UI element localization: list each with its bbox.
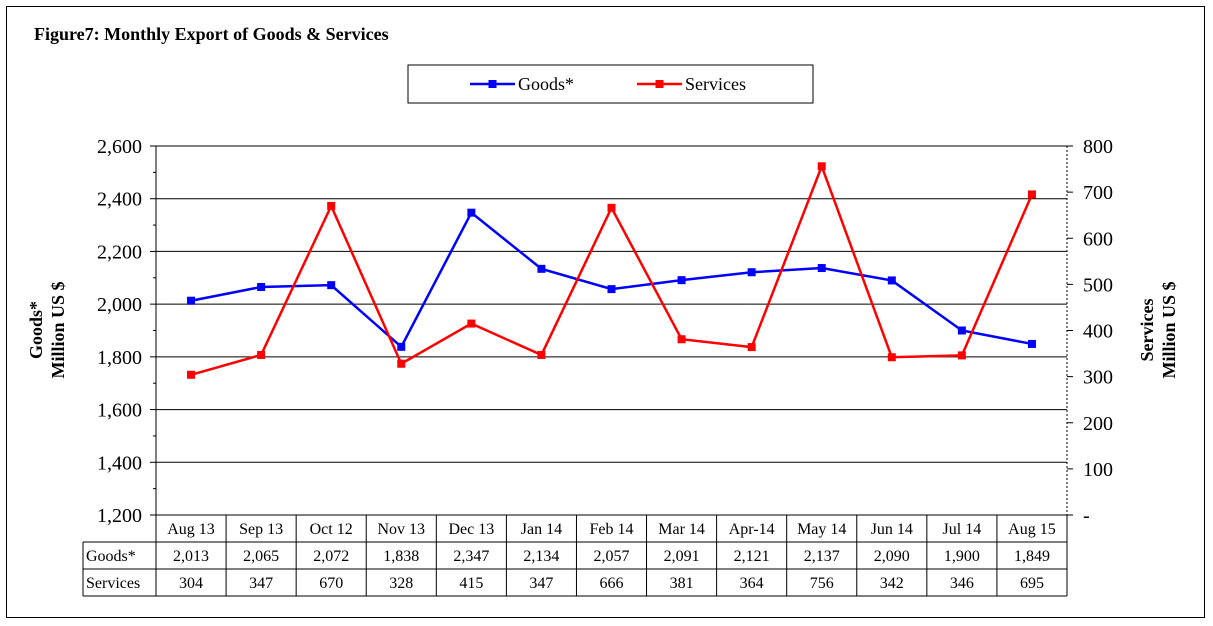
data-point-goods (957, 326, 966, 335)
legend-label: Goods* (518, 74, 574, 94)
table-row-label: Services (86, 575, 140, 592)
table-cell: 381 (670, 575, 694, 592)
category-label: Jun 14 (871, 521, 913, 538)
category-label: May 14 (797, 521, 846, 538)
data-point-goods (607, 285, 616, 294)
category-label: Aug 15 (1008, 521, 1056, 538)
table-cell: 2,057 (594, 548, 630, 565)
table-cell: 2,134 (523, 548, 559, 565)
legend-marker (655, 80, 664, 88)
data-point-services (537, 350, 546, 359)
data-point-goods (887, 276, 896, 285)
data-point-goods (677, 276, 686, 285)
table-cell: 670 (319, 575, 343, 592)
data-point-services (887, 353, 896, 362)
data-point-services (467, 319, 476, 328)
legend-marker (488, 80, 497, 88)
right-tick-label: 100 (1083, 459, 1113, 481)
data-point-services (397, 359, 406, 368)
data-point-services (677, 335, 686, 344)
table-cell: 2,065 (243, 548, 279, 565)
data-point-services (187, 370, 196, 379)
category-label: Feb 14 (590, 521, 634, 538)
series-line-goods (190, 210, 1033, 349)
left-tick-label: 1,400 (97, 452, 142, 474)
table-cell: 328 (389, 575, 413, 592)
data-point-services (1027, 190, 1036, 199)
left-tick-label: 2,600 (97, 136, 142, 158)
data-point-services (747, 343, 756, 352)
table-cell: 2,347 (453, 548, 489, 565)
left-tick-label: 2,400 (97, 189, 142, 211)
table-cell: 2,072 (313, 548, 349, 565)
table-cell: 2,121 (734, 548, 770, 565)
figure-title: Figure7: Monthly Export of Goods & Servi… (34, 24, 389, 44)
right-tick-label: 300 (1083, 367, 1113, 389)
table-cell: 2,013 (173, 548, 209, 565)
data-point-services (957, 351, 966, 360)
table-cell: 756 (810, 575, 834, 592)
data-point-goods (327, 281, 336, 290)
right-tick-label: 400 (1083, 321, 1113, 343)
data-point-goods (467, 208, 476, 217)
data-point-services (607, 203, 616, 212)
right-tick-label: 200 (1083, 413, 1113, 435)
table-cell: 1,900 (944, 548, 980, 565)
data-point-goods (1027, 339, 1036, 348)
data-point-goods (397, 342, 406, 351)
category-label: Jan 14 (521, 521, 562, 538)
figure-frame (6, 6, 1205, 618)
data-point-services (257, 350, 266, 359)
data-point-goods (747, 268, 756, 277)
table-cell: 346 (950, 575, 974, 592)
category-label: Aug 13 (167, 521, 215, 538)
table-cell: 666 (600, 575, 624, 592)
right-tick-label: 700 (1083, 182, 1113, 204)
table-cell: 304 (179, 575, 203, 592)
left-axis-title: Goods* Million US $ (26, 281, 68, 378)
table-cell: 1,849 (1014, 548, 1050, 565)
table-row-label: Goods* (86, 548, 136, 565)
left-tick-label: 2,200 (97, 241, 142, 263)
category-label: Dec 13 (448, 521, 494, 538)
table-cell: 695 (1020, 575, 1044, 592)
right-tick-label: - (1083, 505, 1090, 527)
category-label: Oct 12 (310, 521, 353, 538)
right-tick-label: 800 (1083, 136, 1113, 158)
table-cell: 364 (740, 575, 764, 592)
series-line-services (190, 162, 1034, 376)
left-tick-label: 2,000 (97, 294, 142, 316)
right-tick-label: 500 (1083, 274, 1113, 296)
data-point-goods (817, 264, 826, 273)
left-tick-label: 1,800 (97, 347, 142, 369)
left-tick-label: 1,200 (97, 505, 142, 527)
category-label: Apr-14 (729, 521, 775, 538)
data-point-goods (187, 296, 196, 305)
category-label: Nov 13 (377, 521, 425, 538)
right-tick-label: 600 (1083, 228, 1113, 250)
data-point-goods (257, 283, 266, 292)
table-cell: 415 (459, 575, 483, 592)
left-tick-label: 1,600 (97, 400, 142, 422)
table-cell: 2,137 (804, 548, 840, 565)
table-cell: 1,838 (383, 548, 419, 565)
legend-box (407, 64, 814, 104)
table-cell: 347 (249, 575, 273, 592)
table-cell: 342 (880, 575, 904, 592)
category-label: Sep 13 (239, 521, 283, 538)
category-label: Mar 14 (658, 521, 705, 538)
table-cell: 2,090 (874, 548, 910, 565)
category-label: Jul 14 (943, 521, 982, 538)
right-axis-title: Services Million US $ (1137, 281, 1179, 378)
data-point-services (327, 201, 336, 210)
table-cell: 347 (529, 575, 553, 592)
table-cell: 2,091 (664, 548, 700, 565)
data-point-goods (537, 264, 546, 273)
legend-label: Services (685, 74, 746, 94)
data-point-services (817, 162, 826, 171)
